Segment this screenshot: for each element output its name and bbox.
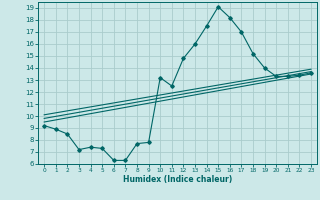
X-axis label: Humidex (Indice chaleur): Humidex (Indice chaleur) [123,175,232,184]
